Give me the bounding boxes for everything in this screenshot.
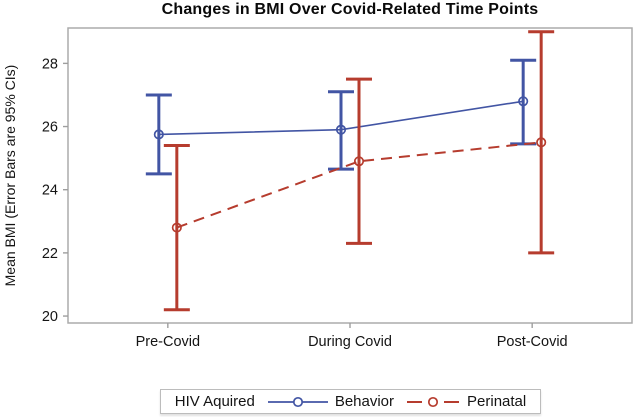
legend-item-perinatal: Perinatal — [406, 393, 526, 410]
legend-items: Behavior Perinatal — [267, 393, 526, 410]
y-tick-label: 26 — [42, 120, 58, 136]
data-point-marker-behavior — [153, 129, 164, 140]
y-tick-label: 20 — [42, 309, 58, 325]
legend: HIV Aquired Behavior Perinatal — [160, 389, 541, 414]
legend-label-behavior: Behavior — [334, 393, 395, 410]
y-tick-label: 22 — [42, 246, 58, 262]
data-point-marker-behavior — [518, 96, 529, 107]
legend-title: HIV Aquired — [174, 393, 255, 410]
data-point-marker-perinatal — [536, 137, 547, 148]
x-tick-label: Post-Covid — [497, 334, 568, 350]
x-tick-label: Pre-Covid — [136, 334, 200, 350]
legend-item-behavior: Behavior — [267, 393, 395, 410]
legend-line-sample-perinatal — [407, 396, 460, 407]
data-point-marker-perinatal — [353, 156, 365, 167]
series-line-behavior — [158, 100, 524, 136]
legend-label-perinatal: Perinatal — [467, 393, 527, 410]
legend-marker-icon-perinatal — [427, 396, 439, 407]
data-point-marker-perinatal — [171, 222, 182, 233]
legend-marker-icon-behavior — [292, 396, 303, 407]
x-tick-label: During Covid — [308, 334, 392, 350]
plot-frame — [67, 27, 633, 324]
y-tick-label: 28 — [42, 56, 58, 72]
data-point-marker-behavior — [335, 124, 347, 135]
chart-title: Changes in BMI Over Covid-Related Time P… — [161, 1, 539, 18]
series-line-perinatal — [176, 141, 542, 229]
legend-line-sample-behavior — [267, 396, 328, 407]
y-tick-label: 24 — [42, 183, 58, 199]
